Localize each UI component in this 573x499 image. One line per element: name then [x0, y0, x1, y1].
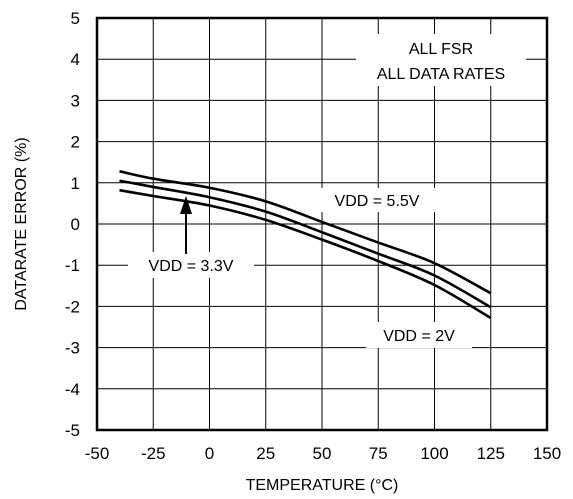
- y-tick-label: -4: [65, 380, 80, 399]
- info-box-line1: ALL FSR: [409, 41, 473, 58]
- plot-frame: [95, 16, 549, 432]
- x-tick-label: 25: [256, 444, 275, 463]
- label-vdd-5v5: VDD = 5.5V: [335, 193, 420, 210]
- x-tick-label: 125: [477, 444, 505, 463]
- y-tick-labels: 5 4 3 2 1 0 -1 -2 -3 -4 -5: [65, 9, 80, 440]
- y-tick-label: 4: [71, 50, 80, 69]
- y-tick-label: 5: [71, 9, 80, 28]
- label-vdd-2v: VDD = 2V: [383, 328, 455, 345]
- y-tick-label: 0: [71, 215, 80, 234]
- series-layer: [119, 169, 492, 320]
- y-tick-label: -2: [65, 297, 80, 316]
- x-tick-label: 0: [205, 444, 214, 463]
- x-tick-label: -25: [141, 444, 166, 463]
- y-tick-label: -1: [65, 256, 80, 275]
- x-tick-label: -50: [85, 444, 110, 463]
- x-axis-title: TEMPERATURE (°C): [246, 477, 399, 494]
- y-axis-title: DATARATE ERROR (%): [13, 137, 30, 310]
- x-tick-labels: -50 -25 0 25 50 75 100 125 150: [85, 444, 561, 463]
- x-tick-label: 50: [313, 444, 332, 463]
- label-vdd-3v3: VDD = 3.3V: [149, 258, 234, 275]
- x-tick-label: 100: [420, 444, 448, 463]
- x-tick-label: 150: [533, 444, 561, 463]
- y-tick-label: 3: [71, 91, 80, 110]
- label-3v3-background: [128, 252, 254, 278]
- label-2v-background: [366, 322, 472, 348]
- series-line-0: [119, 169, 492, 295]
- y-tick-label: -3: [65, 339, 80, 358]
- info-box-line2: ALL DATA RATES: [377, 66, 505, 83]
- info-box-background: [356, 34, 526, 86]
- y-tick-label: -5: [65, 421, 80, 440]
- y-tick-label: 2: [71, 133, 80, 152]
- y-tick-label: 1: [71, 174, 80, 193]
- arrow-head: [180, 196, 192, 214]
- series-line-1: [119, 179, 492, 309]
- x-tick-label: 75: [369, 444, 388, 463]
- series-line-2: [119, 188, 492, 320]
- label-5v5-background: [316, 188, 438, 212]
